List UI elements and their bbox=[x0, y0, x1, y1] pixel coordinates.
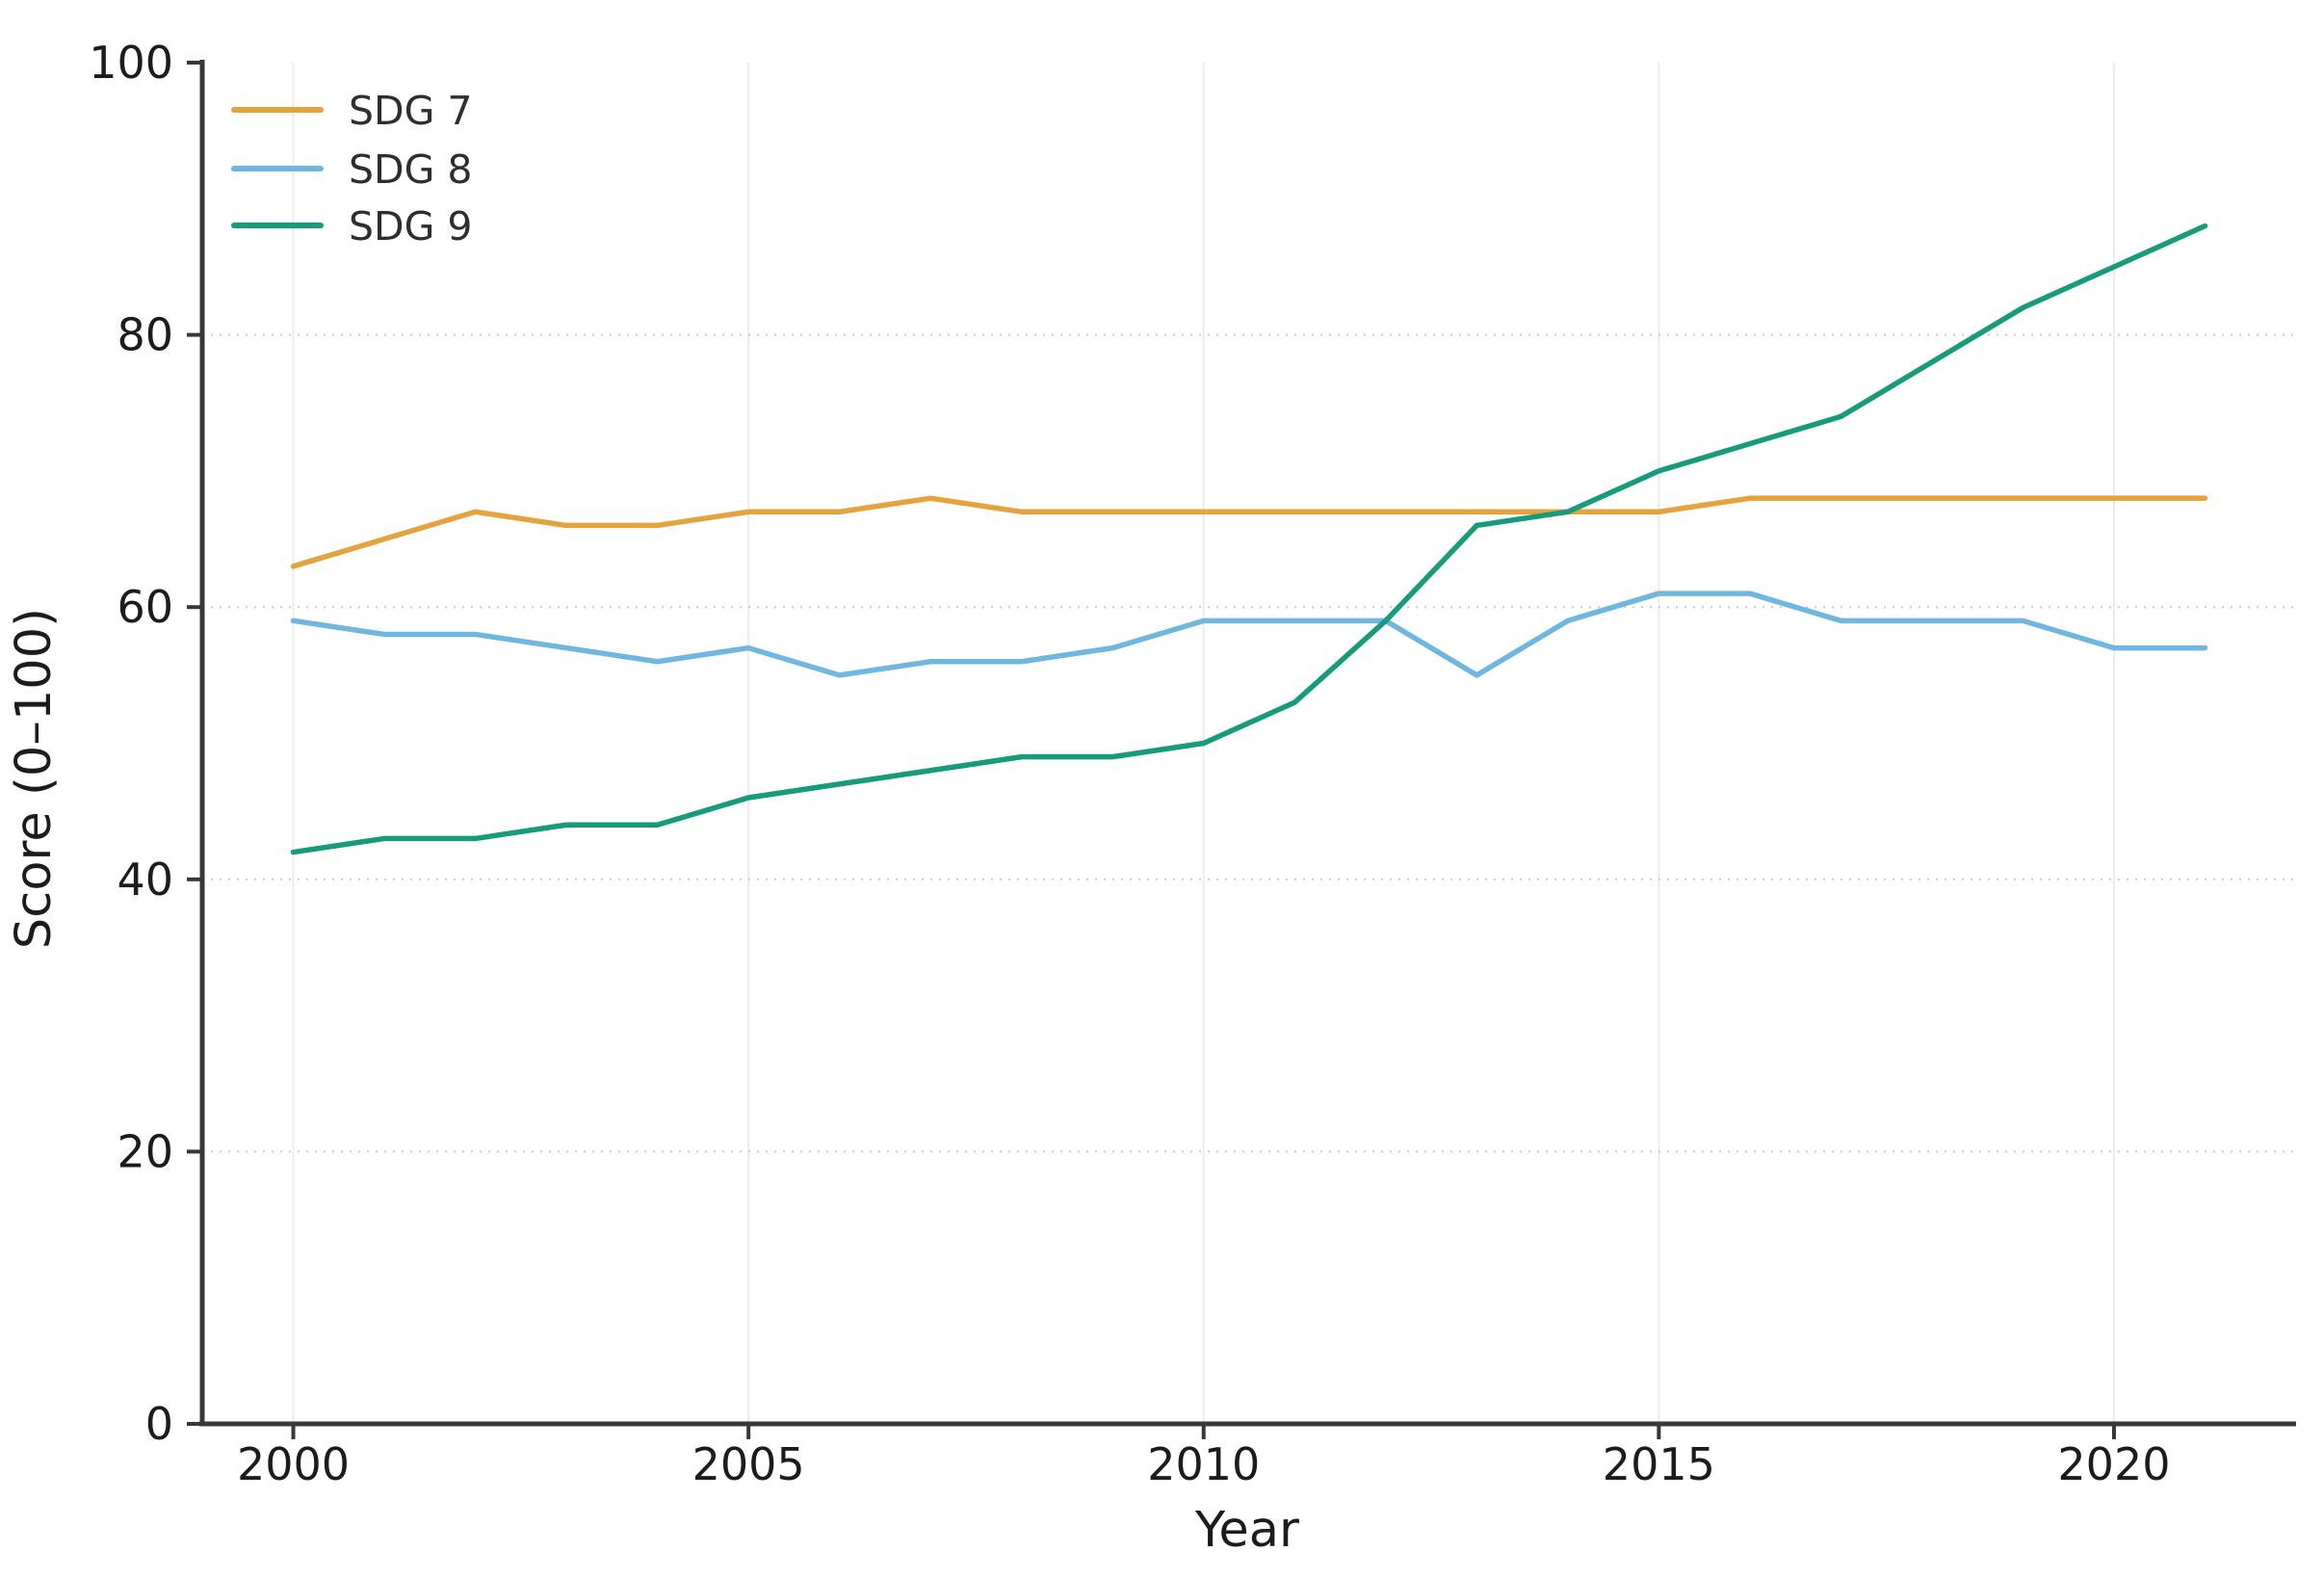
legend-label-sdg8: SDG 8 bbox=[349, 146, 473, 193]
y-tick-label: 0 bbox=[145, 1398, 173, 1450]
y-tick-label: 40 bbox=[117, 854, 173, 906]
x-tick-label: 2015 bbox=[1603, 1438, 1715, 1490]
series-line-sdg-8 bbox=[290, 591, 2208, 678]
x-tick-label: 2005 bbox=[692, 1438, 805, 1490]
tick-labels: 0 20 40 60 80 100 2000 2005 2010 2015 2020 bbox=[89, 37, 2170, 1490]
series-layer bbox=[290, 223, 2208, 855]
y-axis-label: Score (0–100) bbox=[6, 608, 63, 949]
legend-label-sdg9: SDG 9 bbox=[349, 203, 473, 250]
y-tick-label: 80 bbox=[117, 309, 173, 361]
y-tick-label: 60 bbox=[117, 581, 173, 633]
x-tick-label: 2010 bbox=[1147, 1438, 1260, 1490]
tick-marks bbox=[187, 61, 2116, 1439]
axes-spines bbox=[199, 60, 2296, 1427]
y-tick-label: 20 bbox=[117, 1125, 173, 1177]
x-tick-label: 2000 bbox=[237, 1438, 350, 1490]
series-line-sdg-7 bbox=[290, 495, 2208, 569]
x-axis-label: Year bbox=[1194, 1502, 1299, 1559]
x-tick-label: 2020 bbox=[2057, 1438, 2170, 1490]
grid-layer bbox=[202, 63, 2296, 1424]
series-line-sdg-9 bbox=[290, 223, 2208, 855]
legend-item-sdg9: SDG 9 bbox=[231, 203, 473, 250]
legend-item-sdg8: SDG 8 bbox=[231, 146, 473, 193]
legend-item-sdg7: SDG 7 bbox=[231, 88, 473, 134]
y-tick-label: 100 bbox=[89, 37, 173, 89]
legend-label-sdg7: SDG 7 bbox=[349, 88, 473, 134]
legend: SDG 7 SDG 8 SDG 9 bbox=[231, 88, 473, 250]
